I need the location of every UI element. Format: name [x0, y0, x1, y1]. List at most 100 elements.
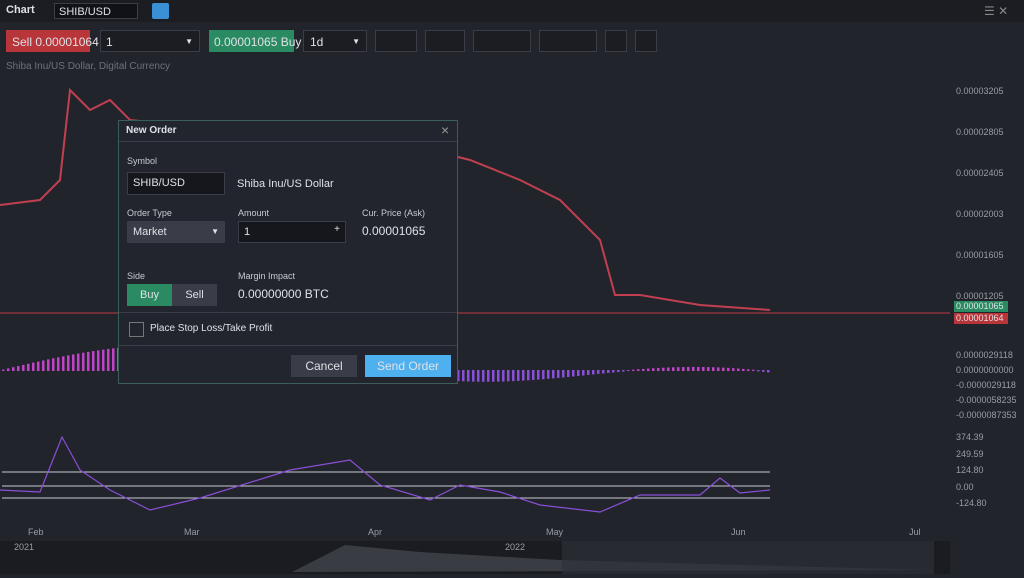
- histogram-bar: [7, 368, 10, 371]
- histogram-bar: [542, 370, 545, 380]
- histogram-bar: [22, 364, 25, 371]
- histogram-bar: [17, 366, 20, 371]
- interval-select[interactable]: 1d ▼: [303, 30, 367, 52]
- sell-side[interactable]: Sell: [172, 284, 217, 306]
- histogram-bar: [687, 366, 690, 371]
- histogram-bar: [87, 351, 90, 371]
- title-bar: Chart SHIB/USD ☰ ✕: [0, 0, 1024, 22]
- histogram-bar: [107, 348, 110, 371]
- macd-axis-label: -0.0000029118: [956, 380, 1016, 390]
- histogram-bar: [42, 360, 45, 371]
- stop-loss-checkbox[interactable]: [129, 322, 144, 337]
- cancel-button[interactable]: Cancel: [291, 355, 357, 377]
- histogram-bar: [582, 370, 585, 376]
- close-button[interactable]: ×: [441, 122, 450, 138]
- histogram-bar: [567, 370, 570, 377]
- histogram-bar: [47, 359, 50, 371]
- histogram-bar: [627, 370, 630, 372]
- order-dialog: New Order × Symbol SHIB/USD Shiba Inu/US…: [118, 120, 458, 384]
- histogram-bar: [747, 369, 750, 371]
- histogram-bar: [732, 368, 735, 371]
- histogram-bar: [487, 370, 490, 382]
- histogram-bar: [62, 356, 65, 371]
- histogram-bar: [647, 368, 650, 371]
- oscillator-axis-label: 374.39: [956, 432, 984, 442]
- order-type-select[interactable]: Market ▼: [127, 221, 225, 243]
- macd-axis-label: 0.0000000000: [956, 365, 1014, 375]
- histogram-bar: [727, 367, 730, 371]
- buy-label: Buy: [280, 35, 302, 49]
- histogram-bar: [702, 366, 705, 371]
- margin-label: Margin Impact: [238, 271, 296, 281]
- buy-side[interactable]: Buy: [127, 284, 172, 306]
- order-type-label: Order Type: [127, 208, 172, 218]
- histogram-bar: [592, 370, 595, 375]
- histogram-bar: [672, 367, 675, 371]
- histogram-bar: [577, 370, 580, 376]
- histogram-bar: [552, 370, 555, 379]
- link-button[interactable]: [152, 3, 169, 19]
- price-axis-label: 0.00002805: [956, 127, 1004, 137]
- histogram-bar: [522, 370, 525, 381]
- macd-axis-label: 0.0000029118: [956, 350, 1013, 360]
- histogram-bar: [752, 369, 755, 371]
- window-controls[interactable]: ☰ ✕: [984, 4, 1009, 18]
- macd-axis-label: -0.0000058235: [956, 395, 1017, 405]
- indicator-button[interactable]: [425, 30, 465, 52]
- settings-button[interactable]: [635, 30, 657, 52]
- draw-button[interactable]: [539, 30, 597, 52]
- amount-field[interactable]: 1 +: [238, 221, 346, 243]
- navigator-window[interactable]: [562, 541, 934, 574]
- histogram-bar: [722, 367, 725, 371]
- histogram-bar: [622, 370, 625, 372]
- side-label: Side: [127, 271, 146, 281]
- oscillator-axis-label: 249.59: [956, 448, 984, 459]
- histogram-bar: [537, 370, 540, 380]
- histogram-bar: [587, 370, 590, 375]
- dialog-title: New Order: [126, 125, 177, 136]
- time-button[interactable]: [473, 30, 531, 52]
- histogram-bar: [742, 368, 745, 371]
- histogram-bar: [637, 369, 640, 371]
- sell-label: Sell: [12, 35, 33, 49]
- histogram-bar: [662, 367, 665, 371]
- price-axis-label: 0.00001605: [956, 250, 1004, 260]
- price-label: Cur. Price (Ask): [362, 208, 426, 218]
- histogram-bar: [617, 370, 620, 373]
- symbol-field[interactable]: SHIB/USD: [127, 172, 225, 195]
- histogram-bar: [472, 370, 475, 382]
- histogram-bar: [682, 367, 685, 371]
- study-button[interactable]: [605, 30, 627, 52]
- buy-price: 0.00001065: [214, 35, 278, 49]
- time-axis-label: Jul: [909, 527, 921, 537]
- price-axis-label: 0.00002003: [956, 209, 1004, 219]
- histogram-bar: [482, 370, 485, 382]
- histogram-bar: [32, 362, 35, 371]
- send-button[interactable]: Send Order: [365, 355, 451, 377]
- sell-button[interactable]: Sell 0.00001064: [6, 30, 99, 52]
- ask-tag: 0.00001065: [954, 301, 1008, 312]
- quantity: 1: [106, 35, 113, 49]
- histogram-bar: [602, 370, 605, 374]
- chart-type-button[interactable]: [375, 30, 417, 52]
- histogram-bar: [572, 370, 575, 377]
- histogram-bar: [72, 354, 75, 371]
- histogram-bar: [497, 370, 500, 382]
- price-axis-label: 0.00002405: [956, 168, 1004, 178]
- title: Chart: [6, 4, 35, 16]
- oscillator-axis-label: 0.00: [956, 481, 974, 492]
- navigator-area: [292, 545, 930, 572]
- symbol-name: Shiba Inu/US Dollar: [237, 178, 334, 190]
- histogram-bar: [667, 367, 670, 371]
- histogram-bar: [527, 370, 530, 381]
- histogram-bar: [512, 370, 515, 382]
- histogram-bar: [97, 350, 100, 371]
- amount-label: Amount: [238, 208, 270, 218]
- symbol-input[interactable]: SHIB/USD: [54, 3, 138, 19]
- navigator-label: 2021: [14, 542, 35, 552]
- histogram-bar: [767, 370, 770, 373]
- oscillator-axis-label: -124.80: [956, 498, 987, 508]
- histogram-bar: [632, 369, 635, 371]
- quantity-select[interactable]: 1 ▼: [100, 30, 200, 52]
- buy-button[interactable]: 0.00001065 Buy: [209, 30, 301, 52]
